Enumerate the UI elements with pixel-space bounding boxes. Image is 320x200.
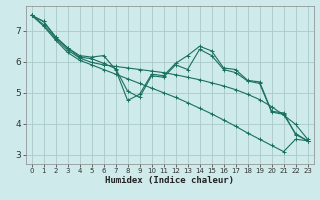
X-axis label: Humidex (Indice chaleur): Humidex (Indice chaleur) bbox=[105, 176, 234, 185]
